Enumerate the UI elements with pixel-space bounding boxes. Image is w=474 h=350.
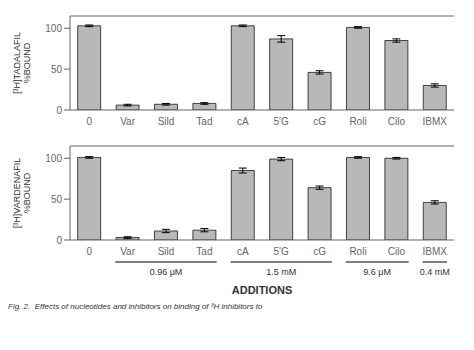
svg-text:Cilo: Cilo	[388, 246, 406, 257]
svg-text:Sild: Sild	[158, 246, 175, 257]
html-text:ADDITIONS: ADDITIONS	[231, 284, 293, 296]
svg-text:cG: cG	[313, 116, 326, 127]
svg-text:0.96 μM: 0.96 μM	[150, 267, 183, 277]
svg-text:Roli: Roli	[349, 246, 366, 257]
svg-text:Sild: Sild	[158, 116, 175, 127]
svg-text:1.5 mM: 1.5 mM	[266, 267, 296, 277]
svg-text:100: 100	[45, 23, 62, 34]
svg-text:5'G: 5'G	[274, 246, 289, 257]
svg-text:0: 0	[56, 235, 62, 246]
svg-text:IBMX: IBMX	[423, 116, 448, 127]
svg-text:[³H]VARDENAFIL%BOUND: [³H]VARDENAFIL%BOUND	[12, 158, 33, 228]
svg-text:cA: cA	[237, 116, 249, 127]
html-text:Fig. 2. Effects of nucleotides: Fig. 2. Effects of nucleotides and inhib…	[8, 302, 263, 311]
svg-text:Var: Var	[120, 116, 135, 127]
svg-text:50: 50	[51, 194, 63, 205]
svg-text:100: 100	[45, 153, 62, 164]
svg-text:cA: cA	[237, 246, 249, 257]
svg-text:cG: cG	[313, 246, 326, 257]
svg-text:50: 50	[51, 64, 63, 75]
svg-text:9.6 μM: 9.6 μM	[363, 267, 391, 277]
svg-text:0.4 mM: 0.4 mM	[420, 267, 450, 277]
svg-text:Cilo: Cilo	[388, 116, 406, 127]
svg-text:0: 0	[86, 116, 92, 127]
svg-text:IBMX: IBMX	[423, 246, 448, 257]
svg-text:0: 0	[56, 105, 62, 116]
svg-text:0: 0	[86, 246, 92, 257]
svg-text:Tad: Tad	[196, 116, 212, 127]
svg-text:[³H]TADALAFIL%BOUND: [³H]TADALAFIL%BOUND	[12, 32, 33, 94]
svg-text:Var: Var	[120, 246, 135, 257]
svg-text:Roli: Roli	[349, 116, 366, 127]
svg-text:5'G: 5'G	[274, 116, 289, 127]
svg-text:Tad: Tad	[196, 246, 212, 257]
